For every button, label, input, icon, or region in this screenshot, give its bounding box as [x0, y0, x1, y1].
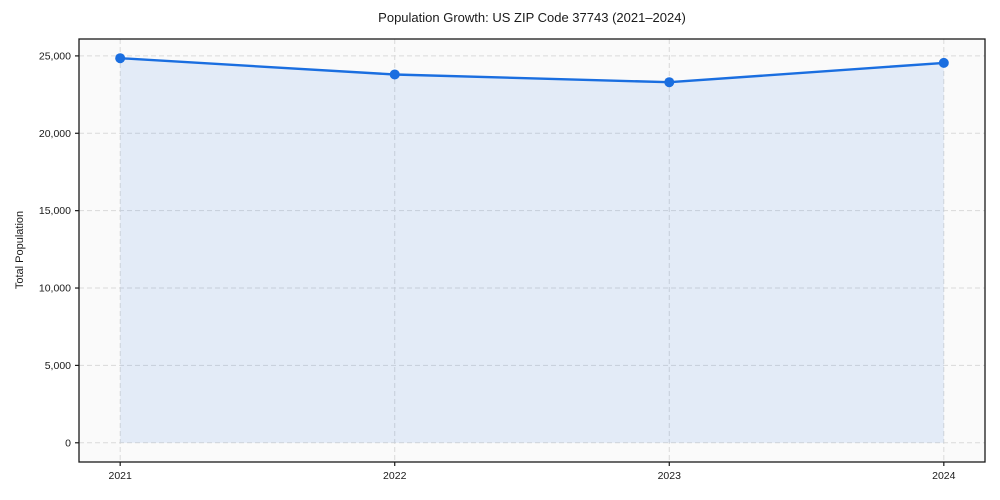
y-tick-label: 10,000 [39, 283, 71, 295]
data-point [389, 69, 400, 80]
data-point [115, 53, 126, 64]
data-point [938, 57, 949, 68]
y-tick-label: 25,000 [39, 50, 71, 62]
x-tick-label: 2024 [932, 470, 956, 482]
chart-title: Population Growth: US ZIP Code 37743 (20… [378, 10, 686, 25]
y-tick-label: 0 [65, 437, 71, 449]
x-tick-label: 2021 [109, 470, 133, 482]
y-tick-label: 15,000 [39, 205, 71, 217]
plot-border [78, 38, 986, 463]
x-tick-label: 2023 [658, 470, 682, 482]
area-fill [120, 58, 944, 443]
plot-area: 0 5,000 10,000 15,000 20,000 25,000 2021 2022 20… [39, 38, 986, 482]
data-point [664, 77, 675, 88]
x-tick-label: 2022 [383, 470, 407, 482]
y-axis-label: Total Population [14, 210, 26, 290]
y-tick-label: 20,000 [39, 128, 71, 140]
data-line [119, 57, 945, 84]
plot-background [79, 39, 985, 462]
y-tick-label: 5,000 [45, 360, 71, 372]
